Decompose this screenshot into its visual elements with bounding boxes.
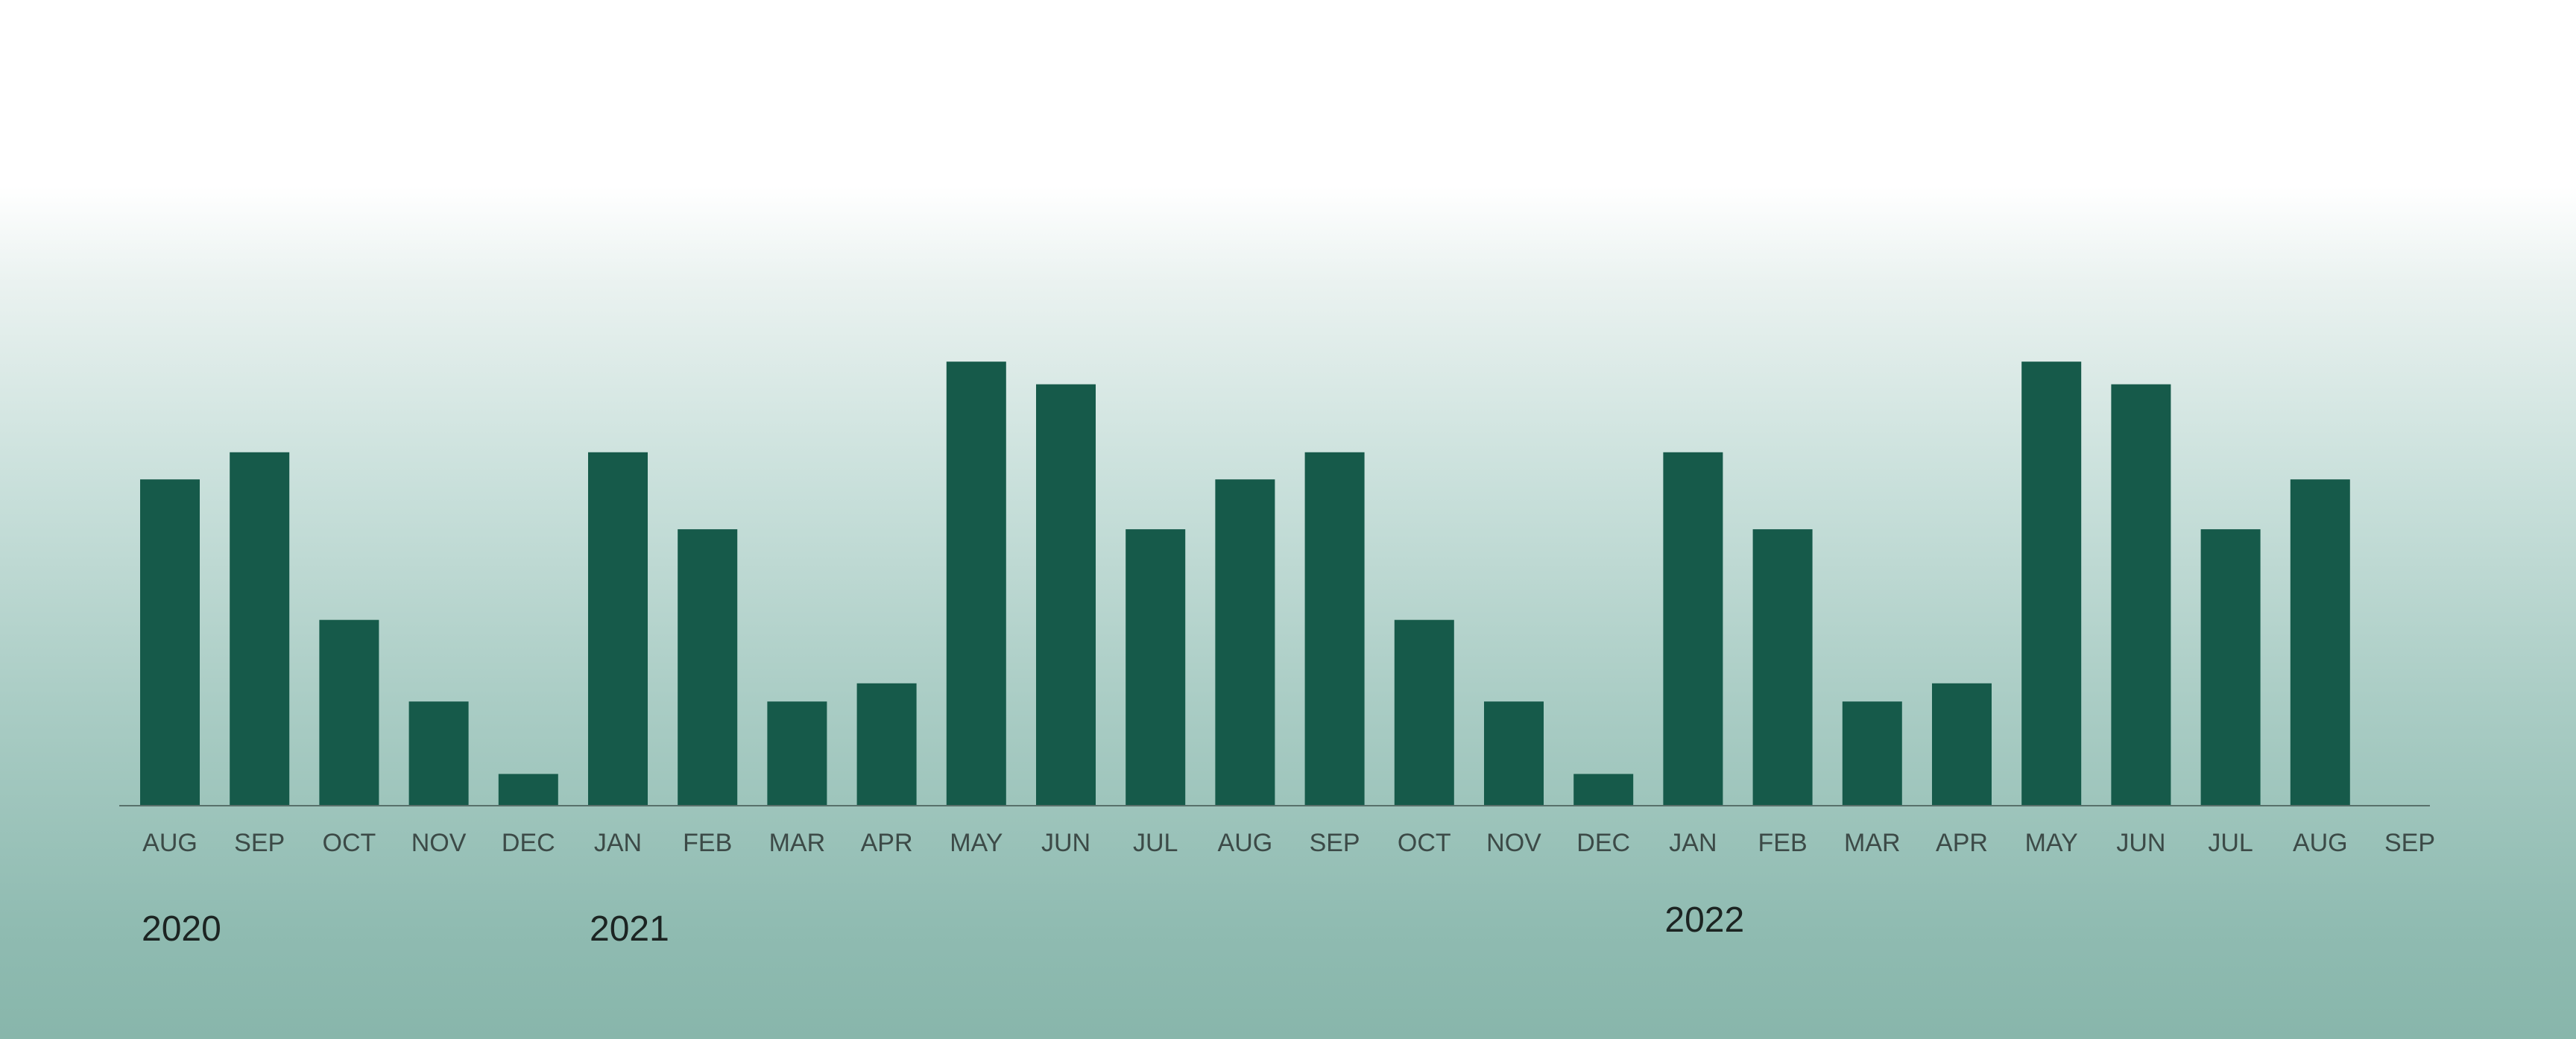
x-tick-label: MAR: [1844, 829, 1901, 857]
x-tick-label: MAY: [950, 829, 1003, 857]
x-tick-label: MAY: [2025, 829, 2078, 857]
x-tick-label: JUN: [1041, 829, 1090, 857]
x-tick-label: AUG: [142, 829, 198, 857]
x-tick-label: JUL: [2208, 829, 2253, 857]
year-labels: 2020 2021 2022: [142, 900, 1744, 949]
x-tick-label: JAN: [1669, 829, 1717, 857]
bar-11-jul: [1126, 529, 1186, 806]
bar-9-may: [946, 361, 1006, 806]
x-tick-label: MAR: [769, 829, 826, 857]
bar-22-jun: [2111, 384, 2171, 806]
bar-10-jun: [1036, 384, 1096, 806]
x-tick-label: JUN: [2116, 829, 2165, 857]
bar-23-jul: [2200, 529, 2261, 806]
x-tick-label: NOV: [1486, 829, 1541, 857]
year-label-2022: 2022: [1664, 900, 1744, 940]
bar-24-aug: [2290, 479, 2350, 806]
bar-16-dec: [1573, 774, 1634, 806]
x-tick-label: OCT: [323, 829, 376, 857]
bars-group: [140, 361, 2350, 806]
x-tick-label: AUG: [2293, 829, 2348, 857]
x-tick-label: NOV: [411, 829, 467, 857]
year-label-2021: 2021: [590, 909, 669, 949]
x-tick-label: JAN: [594, 829, 642, 857]
x-tick-label: SEP: [2384, 829, 2435, 857]
bar-17-jan: [1663, 452, 1723, 806]
bar-8-apr: [856, 683, 917, 806]
bar-2-oct: [319, 619, 379, 806]
bar-19-mar: [1842, 701, 1902, 806]
bar-3-nov: [408, 701, 469, 806]
bar-1-sep: [230, 452, 290, 806]
x-tick-label: FEB: [683, 829, 732, 857]
bar-7-mar: [767, 701, 827, 806]
bar-0-aug: [140, 479, 200, 806]
x-tick-label: DEC: [502, 829, 555, 857]
x-tick-label: JUL: [1133, 829, 1178, 857]
bar-20-apr: [1932, 683, 1992, 806]
x-tick-label: APR: [861, 829, 913, 857]
x-tick-label: SEP: [234, 829, 285, 857]
bar-4-dec: [498, 774, 558, 806]
bar-12-aug: [1215, 479, 1275, 806]
bar-13-sep: [1304, 452, 1365, 806]
bar-21-may: [2021, 361, 2082, 806]
x-tick-label: AUG: [1218, 829, 1273, 857]
x-tick-label: APR: [1936, 829, 1988, 857]
bar-6-feb: [678, 529, 738, 806]
x-tick-label: DEC: [1576, 829, 1630, 857]
x-tick-label: SEP: [1310, 829, 1360, 857]
bar-18-feb: [1752, 529, 1813, 806]
x-tick-labels: AUG SEP OCT NOV DEC JAN FEB MAR APR MAY JUN JUL AUG S…: [142, 829, 2435, 857]
bar-15-nov: [1484, 701, 1544, 806]
x-tick-label: FEB: [1758, 829, 1808, 857]
x-tick-label: OCT: [1398, 829, 1451, 857]
bar-14-oct: [1394, 619, 1454, 806]
bar-5-jan: [588, 452, 648, 806]
year-label-2020: 2020: [142, 909, 221, 949]
